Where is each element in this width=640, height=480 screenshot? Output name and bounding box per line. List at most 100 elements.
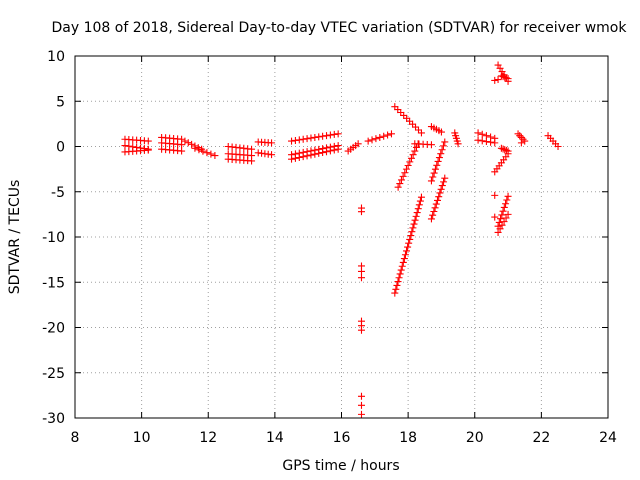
data-point	[376, 133, 384, 141]
data-point	[500, 218, 508, 226]
data-point	[319, 145, 327, 153]
data-point	[195, 146, 203, 154]
data-point	[430, 169, 438, 177]
data-point	[315, 133, 323, 141]
data-point	[438, 182, 446, 190]
data-point	[404, 243, 412, 251]
data-point	[396, 270, 404, 278]
data-point	[502, 74, 510, 82]
y-tick-label: -25	[42, 366, 65, 382]
data-point	[268, 139, 276, 147]
x-tick-label: 16	[333, 430, 351, 446]
data-point	[414, 126, 422, 134]
data-point	[431, 204, 439, 212]
data-point	[412, 123, 420, 131]
data-point	[432, 200, 440, 208]
y-tick-label: -30	[42, 411, 65, 427]
data-point	[405, 239, 413, 247]
data-point	[303, 135, 311, 143]
data-point	[409, 151, 417, 159]
x-tick-label: 24	[599, 430, 617, 446]
data-point	[406, 158, 414, 166]
data-point	[427, 177, 435, 185]
data-point	[311, 146, 319, 154]
data-point	[519, 135, 527, 143]
data-point	[394, 183, 402, 191]
data-point	[491, 191, 499, 199]
y-tick-label: 5	[56, 94, 65, 110]
data-point	[372, 135, 380, 143]
data-point	[203, 149, 211, 157]
data-point	[299, 135, 307, 143]
data-point	[323, 144, 331, 152]
data-point	[436, 189, 444, 197]
data-point	[311, 133, 319, 141]
data-point	[474, 136, 482, 144]
y-tick-label: 10	[47, 49, 65, 65]
data-point	[299, 148, 307, 156]
data-point	[434, 196, 442, 204]
data-point	[207, 150, 215, 158]
data-point	[504, 150, 512, 158]
data-point	[502, 214, 510, 222]
data-point	[391, 103, 399, 111]
data-point	[401, 251, 409, 259]
data-point	[399, 258, 407, 266]
data-point	[408, 228, 416, 236]
data-point	[178, 141, 186, 149]
data-point	[407, 154, 415, 162]
data-point	[410, 220, 418, 228]
x-tick-label: 8	[71, 430, 80, 446]
data-point	[334, 130, 342, 138]
data-point	[307, 134, 315, 142]
data-point	[291, 136, 299, 144]
data-point	[438, 146, 446, 154]
data-point	[482, 138, 490, 146]
data-point	[404, 162, 412, 170]
data-point	[191, 144, 199, 152]
data-point	[414, 205, 422, 213]
data-point	[397, 109, 405, 117]
data-point	[497, 72, 505, 80]
data-point	[416, 197, 424, 205]
data-point	[121, 142, 129, 150]
data-point	[501, 73, 509, 81]
x-tick-label: 10	[133, 430, 151, 446]
data-point	[521, 137, 529, 145]
data-point	[178, 147, 186, 155]
data-point	[394, 278, 402, 286]
data-point	[357, 401, 365, 409]
data-point	[295, 149, 303, 157]
data-point	[431, 165, 439, 173]
data-point	[400, 255, 408, 263]
data-points	[121, 61, 562, 418]
data-point	[437, 128, 445, 136]
data-point	[291, 150, 299, 158]
data-point	[504, 210, 512, 218]
data-point	[439, 142, 447, 150]
tick-labels: 8 10 12 14 16 18 20 22 24 10 5 0 -5 -10 -15 -20 -25 -30	[42, 49, 617, 446]
data-point	[397, 266, 405, 274]
data-point	[497, 144, 505, 152]
data-point	[334, 142, 342, 150]
data-point	[503, 196, 511, 204]
data-point	[323, 132, 331, 140]
y-axis-label: SDTVAR / TECUs	[7, 180, 23, 295]
data-point	[516, 132, 524, 140]
data-point	[403, 114, 411, 122]
x-tick-label: 12	[199, 430, 217, 446]
data-point	[514, 130, 522, 138]
data-point	[437, 185, 445, 193]
data-point	[307, 147, 315, 155]
data-point	[440, 178, 448, 186]
data-point	[357, 326, 365, 334]
data-point	[406, 235, 414, 243]
data-point	[184, 139, 192, 147]
y-tick-label: -20	[42, 321, 65, 337]
y-tick-label: -10	[42, 230, 65, 246]
data-point	[384, 131, 392, 139]
x-tick-label: 14	[266, 430, 284, 446]
grid-lines	[75, 56, 608, 418]
data-point	[401, 169, 409, 177]
